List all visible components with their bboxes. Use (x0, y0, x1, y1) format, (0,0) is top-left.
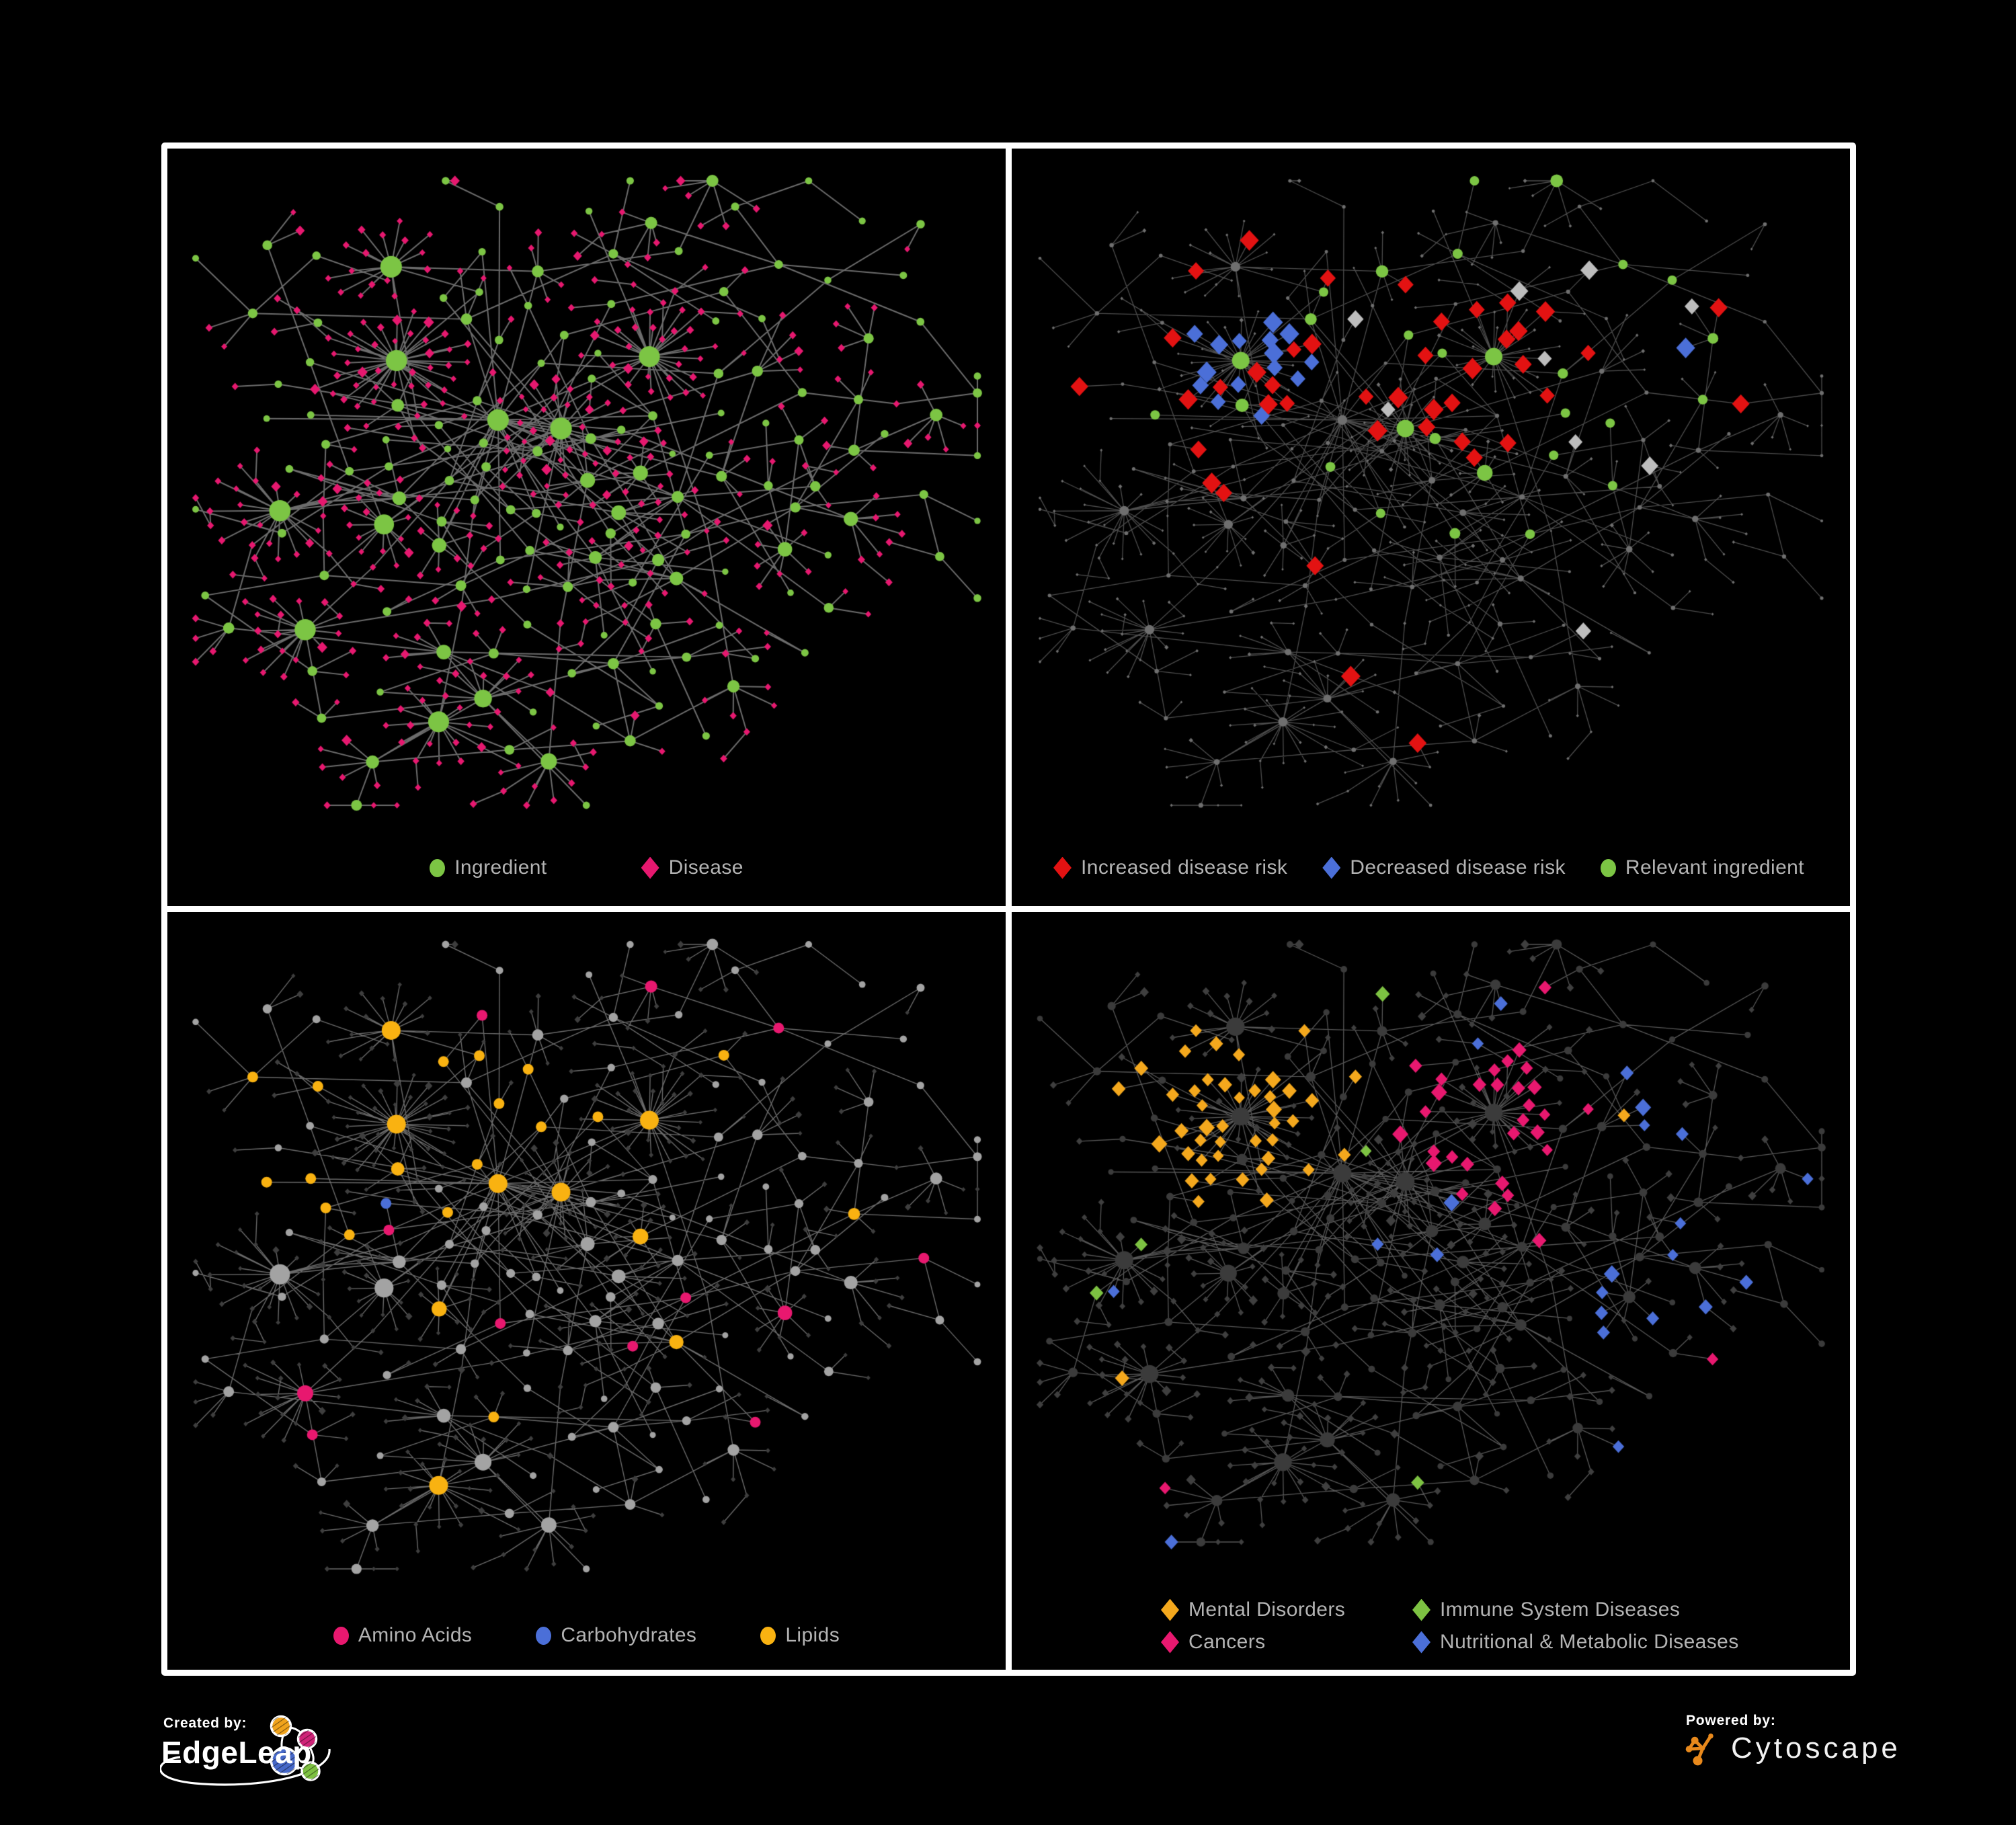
legend-marker-diamond-icon (1322, 856, 1341, 879)
cytoscape-logo-text: Cytoscape (1731, 1732, 1901, 1765)
cytoscape-icon-nodes (1685, 1733, 1713, 1766)
cytoscape-credit: Powered by: Cytoscape (1684, 1709, 2007, 1803)
network-canvas-disease-risk (1012, 149, 1850, 906)
legend-label: Decreased disease risk (1350, 856, 1566, 879)
created-by-label: Created by: (163, 1715, 247, 1731)
legend-marker-diamond-icon (1412, 1598, 1430, 1621)
legend-marker-circle-icon (760, 1626, 776, 1645)
legend-item: Increased disease risk (1053, 856, 1287, 879)
legend-label: Carbohydrates (561, 1624, 697, 1646)
legend-item: Relevant ingredient (1600, 856, 1804, 879)
edgeleap-credit: Created by: EdgeLeap (160, 1707, 483, 1825)
network-canvas-ingredient-disease (167, 149, 1006, 906)
legend-label: Immune System Diseases (1440, 1598, 1681, 1621)
legend-nutrient-categories: Amino Acids Carbohydrates Lipids (167, 1624, 1006, 1647)
network-canvas-disease-categories (1012, 912, 1850, 1670)
legend-marker-diamond-icon (1053, 856, 1072, 879)
legend-label: Increased disease risk (1081, 856, 1288, 879)
legend-item: Mental Disorders (1161, 1598, 1412, 1621)
legend-item: Immune System Diseases (1412, 1598, 1739, 1621)
legend-marker-circle-icon (333, 1626, 349, 1645)
panel-grid: Ingredient Disease Increased disease risk… (161, 143, 1856, 1676)
legend-label: Disease (668, 856, 743, 879)
legend-item: Cancers (1161, 1631, 1412, 1654)
legend-marker-diamond-icon (1161, 1631, 1179, 1654)
panel-ingredient-disease: Ingredient Disease (167, 149, 1006, 906)
powered-by-label: Powered by: (1686, 1713, 1776, 1728)
legend-label: Ingredient (454, 856, 547, 879)
legend-label: Nutritional & Metabolic Diseases (1440, 1631, 1739, 1653)
panel-nutrient-categories: Amino Acids Carbohydrates Lipids (167, 912, 1006, 1670)
legend-marker-circle-icon (1600, 858, 1616, 877)
legend-item: Nutritional & Metabolic Diseases (1412, 1631, 1739, 1654)
legend-label: Lipids (785, 1624, 840, 1646)
legend-marker-diamond-icon (1161, 1598, 1179, 1621)
legend-disease-categories: Mental Disorders Immune System Diseases Ca… (1161, 1598, 1739, 1654)
legend-marker-diamond-icon (641, 856, 659, 879)
legend-disease-risk: Increased disease risk Decreased disease … (1012, 856, 1850, 879)
legend-item: Disease (641, 856, 743, 879)
legend-item: Lipids (760, 1624, 840, 1647)
legend-item: Carbohydrates (536, 1624, 696, 1647)
legend-marker-diamond-icon (1412, 1631, 1430, 1654)
legend-item: Amino Acids (333, 1624, 472, 1647)
panel-disease-categories: Mental Disorders Immune System Diseases Ca… (1012, 912, 1850, 1670)
legend-marker-circle-icon (430, 858, 446, 877)
panel-disease-risk: Increased disease risk Decreased disease … (1012, 149, 1850, 906)
legend-item: Decreased disease risk (1322, 856, 1566, 879)
network-canvas-nutrient-categories (167, 912, 1006, 1670)
legend-marker-circle-icon (536, 1626, 552, 1645)
legend-label: Amino Acids (358, 1624, 473, 1646)
legend-label: Relevant ingredient (1625, 856, 1804, 879)
cytoscape-logo-icon (1685, 1733, 1713, 1766)
legend-label: Cancers (1188, 1631, 1266, 1653)
legend-ingredient-disease: Ingredient Disease (167, 856, 1006, 879)
legend-label: Mental Disorders (1188, 1598, 1346, 1621)
edgeleap-logo-text: EdgeLeap (161, 1735, 312, 1770)
legend-item: Ingredient (430, 856, 547, 879)
